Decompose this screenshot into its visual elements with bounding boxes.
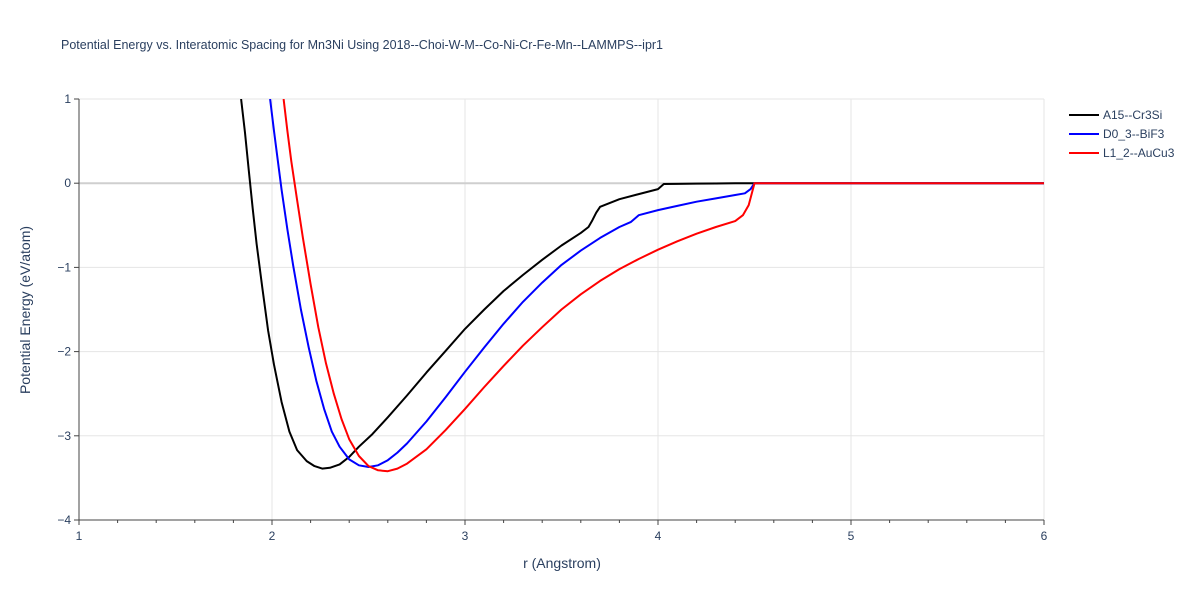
x-axis-title: r (Angstrom): [523, 555, 601, 571]
x-tick-label: 6: [1041, 529, 1048, 543]
series-line-2: [282, 99, 1044, 473]
x-tick-label: 3: [462, 529, 469, 543]
y-axis-title: Potential Energy (eV/atom): [17, 226, 33, 394]
tick-labels: 1 2 3 4 5 6 1 0 −1 −2 −3 −4: [57, 92, 1047, 543]
legend-item[interactable]: L1_2--AuCu3: [1069, 146, 1175, 160]
y-tick-label: −2: [57, 345, 71, 359]
y-tick-label: 1: [64, 92, 71, 106]
legend[interactable]: A15--Cr3Si D0_3--BiF3 L1_2--AuCu3: [1069, 108, 1175, 160]
x-tick-label: 2: [269, 529, 276, 543]
y-tick-label: −4: [57, 513, 71, 527]
chart-title: Potential Energy vs. Interatomic Spacing…: [61, 38, 663, 52]
x-tick-label: 1: [76, 529, 83, 543]
legend-label: L1_2--AuCu3: [1103, 146, 1175, 160]
axes: [74, 98, 1045, 525]
series-line-1: [269, 99, 1044, 468]
grid-lines: [79, 98, 1045, 520]
legend-label: A15--Cr3Si: [1103, 108, 1162, 122]
y-tick-label: −3: [57, 429, 71, 443]
legend-item[interactable]: D0_3--BiF3: [1069, 127, 1165, 141]
legend-label: D0_3--BiF3: [1103, 127, 1165, 141]
x-tick-label: 5: [848, 529, 855, 543]
series-line-0: [240, 99, 1044, 470]
x-tick-label: 4: [655, 529, 662, 543]
legend-item[interactable]: A15--Cr3Si: [1069, 108, 1162, 122]
plot-series: [240, 99, 1044, 473]
y-tick-label: 0: [64, 176, 71, 190]
y-tick-label: −1: [57, 260, 71, 274]
